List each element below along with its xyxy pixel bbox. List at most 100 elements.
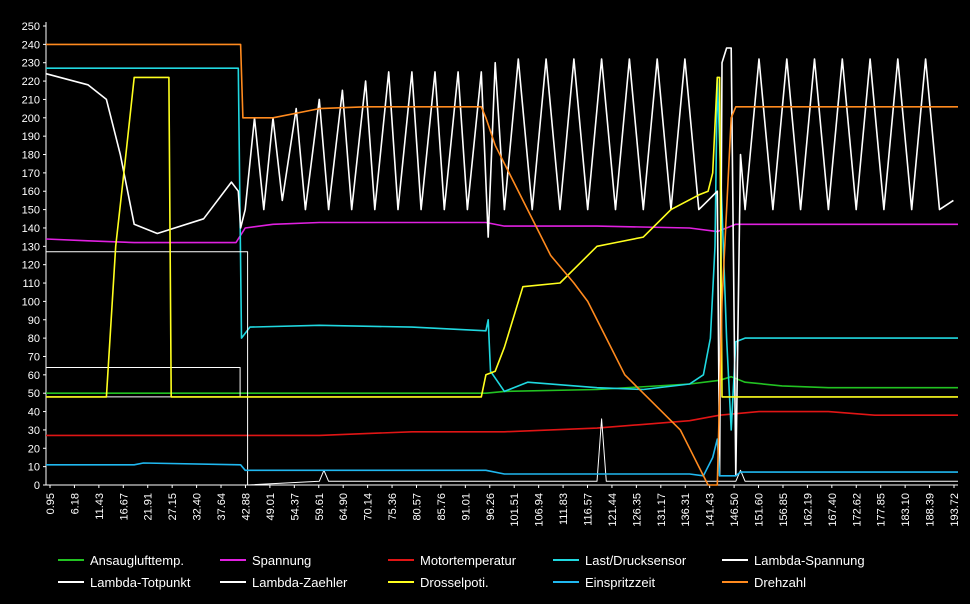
y-tick-label: 240 — [22, 39, 40, 51]
y-tick-label: 250 — [22, 21, 40, 33]
legend-label: Motortemperatur — [420, 552, 517, 568]
y-tick-label: 0 — [34, 480, 40, 492]
legend-label: Lambda-Totpunkt — [90, 574, 191, 590]
y-tick-label: 50 — [28, 388, 40, 400]
y-tick-label: 150 — [22, 205, 40, 217]
legend-label: Einspritzzeit — [585, 574, 656, 590]
x-tick-label: 156.85 — [778, 493, 790, 527]
y-tick-label: 160 — [22, 186, 40, 198]
x-tick-label: 151.60 — [754, 493, 766, 527]
x-tick-label: 167.40 — [827, 493, 839, 527]
x-tick-label: 16.67 — [118, 493, 130, 521]
legend-label: Drosselpoti. — [420, 574, 489, 590]
y-tick-label: 190 — [22, 131, 40, 143]
legend-item: Last/Drucksensor — [553, 552, 686, 568]
legend-label: Drehzahl — [754, 574, 807, 590]
x-tick-label: 116.57 — [583, 493, 595, 526]
x-tick-label: 37.64 — [216, 493, 228, 521]
y-tick-label: 120 — [22, 260, 40, 272]
series-line-einspritzzeit — [46, 438, 958, 477]
x-tick-label: 85.76 — [436, 493, 448, 521]
y-tick-label: 70 — [28, 351, 40, 363]
y-tick-label: 130 — [22, 241, 40, 253]
x-tick-label: 64.90 — [338, 493, 350, 521]
series-line-lambda-totpunkt — [46, 367, 241, 398]
y-tick-label: 180 — [22, 150, 40, 162]
x-tick-label: 126.35 — [631, 493, 643, 527]
x-tick-label: 6.18 — [69, 493, 81, 514]
y-tick-label: 210 — [22, 94, 40, 106]
x-tick-label: 80.57 — [411, 493, 423, 521]
legend-swatch — [722, 559, 748, 561]
legend-item: Motortemperatur — [388, 552, 516, 568]
x-tick-label: 131.17 — [656, 493, 668, 527]
y-tick-label: 20 — [28, 443, 40, 455]
legend-item: Drehzahl — [722, 574, 806, 590]
series-lines — [45, 43, 958, 486]
x-tick-label: 54.37 — [289, 493, 301, 521]
legend-swatch — [722, 581, 748, 583]
x-tick-label: 141.43 — [705, 493, 717, 527]
x-tick-label: 177.85 — [876, 493, 888, 527]
legend-swatch — [220, 581, 246, 583]
x-tick-label: 42.88 — [240, 493, 252, 521]
x-tick-label: 21.91 — [143, 493, 155, 521]
y-tick-label: 10 — [28, 462, 40, 474]
x-tick-label: 49.01 — [265, 493, 277, 521]
y-tick-labels: 0 10 20 30 40 50 60 70 80 90 100 110 120 130 140 150 160… — [22, 21, 40, 492]
legend-swatch — [220, 559, 246, 561]
legend-label: Lambda-Spannung — [754, 552, 865, 568]
legend-swatch — [58, 581, 84, 583]
series-line-spannung — [45, 221, 958, 244]
legend-item: Spannung — [220, 552, 311, 568]
x-tick-label: 111.83 — [558, 493, 570, 525]
y-tick-label: 30 — [28, 425, 40, 437]
x-tick-label: 59.61 — [314, 493, 326, 521]
series-line-ansauglufttemp- — [46, 375, 958, 395]
x-tick-label: 183.10 — [900, 493, 912, 527]
legend-label: Last/Drucksensor — [585, 552, 687, 568]
series-line-drosselpoti- — [46, 76, 958, 398]
series-line-lambda-zaehler — [46, 251, 958, 486]
y-tick-label: 100 — [22, 296, 40, 308]
y-tick-label: 60 — [28, 370, 40, 382]
x-tick-label: 146.50 — [729, 493, 741, 527]
y-tick-label: 200 — [22, 113, 40, 125]
y-tick-label: 90 — [28, 315, 40, 327]
x-tick-label: 101.51 — [509, 493, 521, 527]
x-tick-label: 75.36 — [387, 493, 399, 521]
x-tick-label: 96.26 — [485, 493, 497, 521]
series-line-lambda-spannung — [45, 47, 954, 477]
legend-item: Lambda-Totpunkt — [58, 574, 190, 590]
legend-swatch — [553, 581, 579, 583]
legend-swatch — [553, 559, 579, 561]
x-tick-label: 91.01 — [460, 493, 472, 521]
legend-swatch — [58, 559, 84, 561]
x-tick-label: 32.40 — [192, 493, 204, 521]
y-tick-label: 220 — [22, 76, 40, 88]
legend-item: Einspritzzeit — [553, 574, 655, 590]
x-tick-labels: 0.95 6.18 11.43 16.67 21.91 27.15 32.40 37.64 42… — [45, 493, 961, 527]
y-tick-label: 170 — [22, 168, 40, 180]
x-tick-label: 70.14 — [363, 493, 375, 521]
legend-label: Spannung — [252, 552, 312, 568]
y-tick-label: 40 — [28, 407, 40, 419]
x-tick-label: 136.31 — [680, 493, 692, 527]
legend-item: Ansauglufttemp. — [58, 552, 184, 568]
x-tick-label: 11.43 — [94, 493, 106, 520]
x-tick-label: 0.95 — [45, 493, 57, 514]
axes — [43, 22, 958, 488]
y-tick-label: 230 — [22, 58, 40, 70]
x-tick-label: 172.62 — [851, 493, 863, 527]
x-tick-label: 27.15 — [167, 493, 179, 521]
legend-item: Drosselpoti. — [388, 574, 489, 590]
legend-swatch — [388, 559, 414, 561]
x-tick-label: 193.72 — [949, 493, 961, 527]
y-tick-label: 80 — [28, 333, 40, 345]
legend-item: Lambda-Spannung — [722, 552, 865, 568]
x-tick-label: 162.19 — [802, 493, 814, 527]
legend-label: Ansauglufttemp. — [90, 552, 184, 568]
x-tick-label: 106.94 — [534, 493, 546, 527]
